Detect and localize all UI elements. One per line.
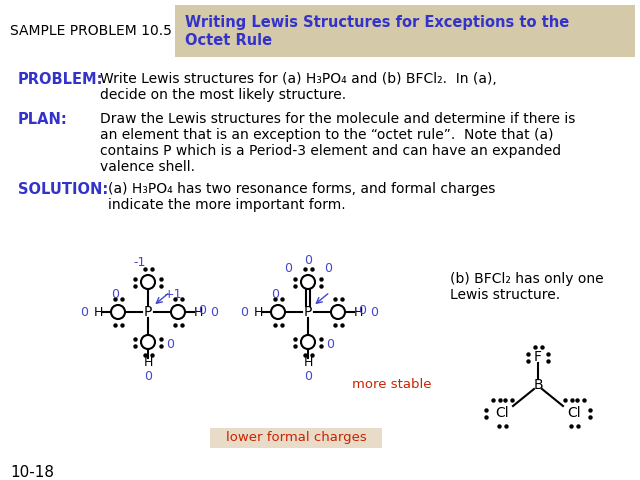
Circle shape <box>301 335 315 349</box>
Text: 0: 0 <box>111 288 119 300</box>
Text: 0: 0 <box>144 370 152 383</box>
Circle shape <box>271 305 285 319</box>
Text: Cl: Cl <box>567 406 581 420</box>
Text: 10-18: 10-18 <box>10 465 54 480</box>
Text: 0: 0 <box>166 338 174 351</box>
Text: Write Lewis structures for (a) H₃PO₄ and (b) BFCl₂.  In (a),: Write Lewis structures for (a) H₃PO₄ and… <box>100 72 497 86</box>
Text: Writing Lewis Structures for Exceptions to the: Writing Lewis Structures for Exceptions … <box>185 15 569 30</box>
Text: Lewis structure.: Lewis structure. <box>450 288 560 302</box>
Text: Octet Rule: Octet Rule <box>185 33 272 48</box>
Text: H: H <box>353 305 363 319</box>
Text: (a) H₃PO₄ has two resonance forms, and formal charges: (a) H₃PO₄ has two resonance forms, and f… <box>108 182 495 196</box>
Text: 0: 0 <box>284 263 292 276</box>
Text: B: B <box>533 378 543 392</box>
Text: Draw the Lewis structures for the molecule and determine if there is: Draw the Lewis structures for the molecu… <box>100 112 575 126</box>
Text: SOLUTION:: SOLUTION: <box>18 182 108 197</box>
Text: +1: +1 <box>164 288 182 300</box>
Circle shape <box>301 275 315 289</box>
Text: F: F <box>534 350 542 364</box>
Text: 0: 0 <box>370 305 378 319</box>
Text: H: H <box>93 305 102 319</box>
Text: H: H <box>303 356 313 369</box>
Circle shape <box>171 305 185 319</box>
Text: an element that is an exception to the “octet rule”.  Note that (a): an element that is an exception to the “… <box>100 128 554 142</box>
Text: more stable: more stable <box>352 378 431 391</box>
Text: 0: 0 <box>198 304 206 317</box>
Text: (b) BFCl₂ has only one: (b) BFCl₂ has only one <box>450 272 604 286</box>
Text: H: H <box>253 305 262 319</box>
Circle shape <box>111 305 125 319</box>
Text: contains P which is a Period-3 element and can have an expanded: contains P which is a Period-3 element a… <box>100 144 561 158</box>
Bar <box>210 428 382 448</box>
Text: 0: 0 <box>80 305 88 319</box>
Text: 0: 0 <box>358 304 366 317</box>
Text: lower formal charges: lower formal charges <box>226 432 366 444</box>
Text: 0: 0 <box>210 305 218 319</box>
Text: 0: 0 <box>240 305 248 319</box>
Text: indicate the more important form.: indicate the more important form. <box>108 198 346 212</box>
Text: PLAN:: PLAN: <box>18 112 68 127</box>
Text: -1: -1 <box>134 255 146 268</box>
Text: H: H <box>143 356 153 369</box>
Circle shape <box>141 275 155 289</box>
Text: PROBLEM:: PROBLEM: <box>18 72 104 87</box>
Text: H: H <box>193 305 203 319</box>
Text: Cl: Cl <box>495 406 509 420</box>
Text: 0: 0 <box>304 254 312 267</box>
Text: 0: 0 <box>271 288 279 300</box>
Circle shape <box>141 335 155 349</box>
Text: valence shell.: valence shell. <box>100 160 195 174</box>
Text: decide on the most likely structure.: decide on the most likely structure. <box>100 88 346 102</box>
Text: P: P <box>304 305 312 319</box>
Text: P: P <box>144 305 152 319</box>
Text: SAMPLE PROBLEM 10.5: SAMPLE PROBLEM 10.5 <box>10 24 172 38</box>
Text: 0: 0 <box>324 263 332 276</box>
Text: 0: 0 <box>304 370 312 383</box>
Text: 0: 0 <box>326 338 334 351</box>
Bar <box>175 5 635 57</box>
Circle shape <box>331 305 345 319</box>
